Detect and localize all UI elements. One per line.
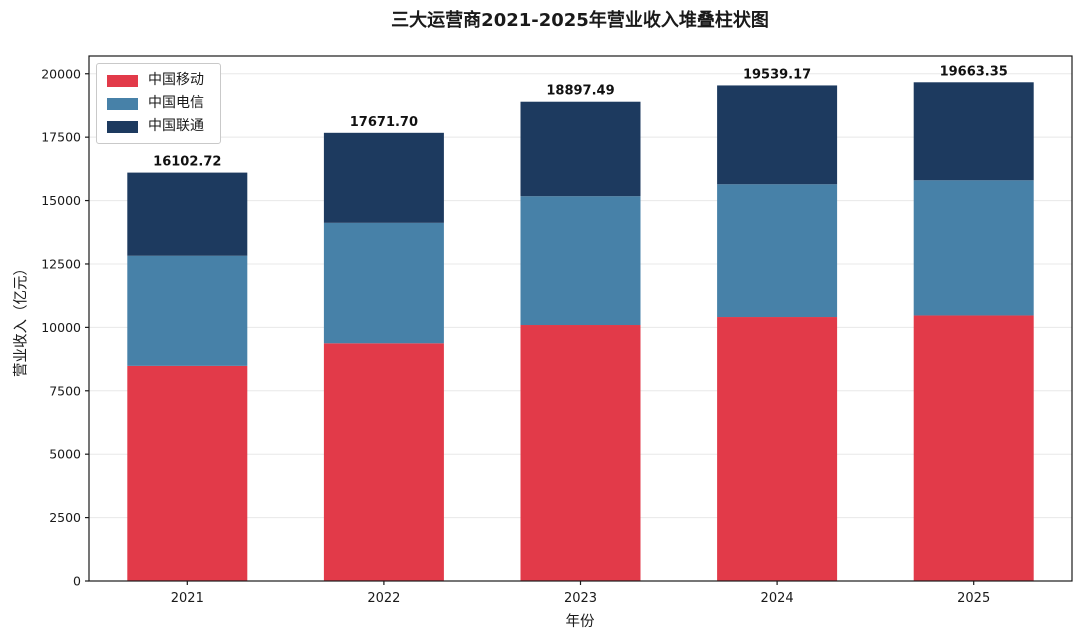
bar-total-label: 18897.49	[546, 84, 614, 99]
bar-segment-中国移动	[323, 343, 444, 581]
bar-segment-中国移动	[520, 325, 641, 581]
bar-segment-中国移动	[913, 315, 1034, 581]
bar-total-label: 16102.72	[153, 155, 221, 170]
bar-segment-中国电信	[913, 180, 1034, 316]
legend-item: 中国移动	[107, 72, 204, 89]
bar-segment-中国联通	[127, 172, 248, 256]
y-tick-label: 15000	[41, 193, 81, 208]
legend-label: 中国移动	[148, 72, 204, 88]
y-tick-label: 5000	[49, 447, 81, 462]
legend: 中国移动中国电信中国联通	[96, 63, 221, 144]
y-tick-label: 0	[73, 574, 81, 589]
y-tick-label: 12500	[41, 256, 81, 271]
bar-segment-中国电信	[323, 222, 444, 344]
y-tick-label: 7500	[49, 383, 81, 398]
bar-segment-中国移动	[127, 365, 248, 581]
bar-segment-中国电信	[717, 184, 838, 318]
x-axis-label: 年份	[565, 614, 595, 630]
legend-label: 中国电信	[148, 95, 204, 111]
legend-swatch-icon	[107, 120, 138, 133]
bar-total-label: 19663.35	[940, 64, 1008, 79]
bar-segment-中国联通	[717, 85, 838, 185]
bar-total-label: 19539.17	[743, 67, 811, 82]
x-tick-label: 2022	[367, 591, 400, 606]
bar-segment-中国电信	[520, 196, 641, 326]
legend-label: 中国联通	[148, 118, 204, 134]
x-tick-label: 2024	[761, 591, 794, 606]
legend-swatch-icon	[107, 74, 138, 87]
y-axis-label: 营业收入（亿元）	[13, 261, 30, 377]
legend-item: 中国电信	[107, 95, 204, 112]
bar-segment-中国联通	[913, 82, 1034, 181]
y-tick-label: 20000	[41, 66, 81, 81]
y-tick-label: 10000	[41, 320, 81, 335]
x-tick-label: 2023	[564, 591, 597, 606]
bar-segment-中国移动	[717, 317, 838, 581]
legend-item: 中国联通	[107, 118, 204, 135]
bar-total-label: 17671.70	[350, 115, 418, 130]
bar-segment-中国联通	[323, 132, 444, 223]
y-tick-label: 2500	[49, 510, 81, 525]
y-tick-label: 17500	[41, 130, 81, 145]
bar-segment-中国电信	[127, 255, 248, 366]
x-tick-label: 2021	[171, 591, 204, 606]
x-tick-label: 2025	[957, 591, 990, 606]
bar-segment-中国联通	[520, 101, 641, 197]
legend-swatch-icon	[107, 97, 138, 110]
chart-title: 三大运营商2021-2025年营业收入堆叠柱状图	[391, 10, 769, 31]
